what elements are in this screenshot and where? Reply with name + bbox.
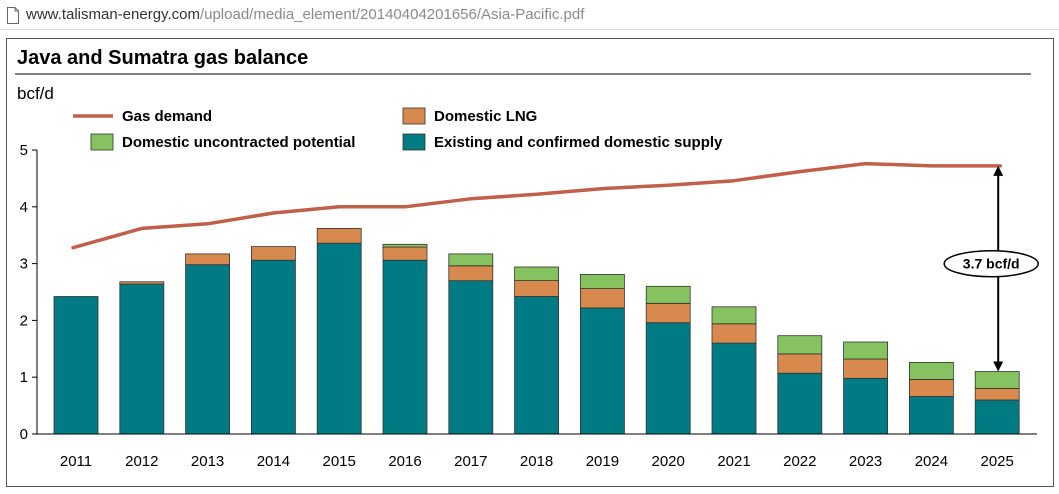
bar-lng-2022	[777, 353, 823, 374]
x-tick-label: 2023	[849, 453, 882, 470]
bar-lng-2012	[119, 281, 165, 285]
chart-frame: Java and Sumatra gas balance bcf/d Gas d…	[6, 38, 1054, 487]
y-tick-label: 3	[20, 256, 28, 273]
x-tick-label: 2016	[388, 453, 421, 470]
bar-existing-2015	[316, 242, 362, 435]
bar-uncontracted-2017	[448, 253, 494, 267]
bar-uncontracted-2022	[777, 335, 823, 355]
legend-label: Existing and confirmed domestic supply	[434, 134, 723, 151]
legend-swatch	[402, 133, 426, 151]
axes-layer: 0 1 2 3 4 5 2011 2012 2013 2014 2015 2016 2017 2018 20…	[20, 142, 1037, 470]
annotation-layer: 3.7 bcf/d	[943, 165, 1039, 372]
bar-existing-2014	[250, 259, 296, 435]
series-line-gas-demand	[71, 161, 1002, 250]
url-host: www.talisman-energy.com	[26, 6, 200, 23]
x-tick-label: 2020	[652, 453, 685, 470]
y-tick-label: 2	[20, 312, 28, 329]
legend-label: Domestic LNG	[434, 108, 537, 125]
url-path: /upload/media_element/20140404201656/Asi…	[199, 6, 585, 23]
annotation-arrowhead-top	[993, 165, 1004, 176]
bar-lng-2019	[580, 288, 625, 309]
annotation-arrowhead-bottom	[993, 361, 1004, 372]
x-tick-label: 2021	[717, 453, 750, 470]
document-icon	[6, 7, 20, 29]
bar-existing-2011	[53, 296, 99, 435]
y-tick-label: 4	[20, 199, 28, 216]
bar-lng-2023	[843, 358, 888, 379]
address-bar[interactable]: www.talisman-energy.com/upload/media_ele…	[0, 0, 1059, 30]
bar-uncontracted-2024	[909, 361, 954, 380]
x-tick-label: 2015	[323, 453, 356, 470]
x-tick-label: 2017	[454, 453, 487, 470]
bar-uncontracted-2025	[974, 371, 1020, 389]
bar-existing-2017	[448, 280, 494, 435]
y-tick-label: 1	[20, 369, 28, 386]
bar-existing-2025	[974, 399, 1020, 435]
bar-lng-2018	[514, 280, 560, 297]
bar-existing-2018	[514, 296, 560, 435]
x-tick-label: 2019	[586, 453, 619, 470]
bar-existing-2021	[711, 342, 757, 435]
x-tick-label: 2014	[257, 453, 290, 470]
bar-existing-2012	[119, 283, 165, 435]
x-tick-label: 2013	[191, 453, 224, 470]
bar-uncontracted-2018	[514, 266, 560, 282]
legend-label: Domestic uncontracted potential	[122, 134, 355, 151]
demand-line-layer	[71, 161, 1002, 250]
bar-lng-2015	[316, 227, 362, 244]
x-tick-label: 2018	[520, 453, 553, 470]
bar-uncontracted-2016	[382, 243, 428, 248]
chart-title: Java and Sumatra gas balance	[17, 47, 308, 69]
x-tick-label: 2025	[981, 453, 1014, 470]
legend-swatch	[402, 107, 426, 125]
y-tick-label: 0	[20, 426, 28, 443]
y-axis-label: bcf/d	[17, 84, 54, 103]
bar-lng-2024	[909, 379, 954, 397]
bar-uncontracted-2019	[580, 273, 625, 289]
bar-uncontracted-2021	[711, 306, 757, 325]
bar-lng-2025	[974, 388, 1020, 401]
legend-label: Gas demand	[122, 108, 212, 125]
annotation-label: 3.7 bcf/d	[963, 256, 1020, 272]
url-text[interactable]: www.talisman-energy.com/upload/media_ele…	[26, 6, 584, 23]
bar-existing-2013	[185, 264, 231, 435]
x-tick-label: 2012	[125, 453, 158, 470]
bar-lng-2017	[448, 265, 494, 282]
bar-lng-2016	[382, 246, 428, 261]
legend-swatch	[90, 133, 114, 151]
x-tick-label: 2022	[783, 453, 816, 470]
bar-lng-2021	[711, 323, 757, 344]
bars-layer	[53, 227, 1020, 435]
bar-existing-2023	[843, 377, 888, 435]
bar-lng-2014	[250, 246, 296, 261]
gas-balance-chart: Java and Sumatra gas balance bcf/d Gas d…	[15, 47, 1039, 470]
y-tick-label: 5	[20, 142, 28, 159]
bar-existing-2024	[909, 396, 954, 435]
bar-lng-2013	[185, 253, 231, 266]
legend: Gas demand Domestic LNG Domestic uncontrac…	[73, 107, 723, 151]
bar-existing-2020	[645, 322, 691, 435]
annotation-bubble	[943, 249, 1039, 278]
bar-existing-2019	[580, 307, 625, 435]
bar-uncontracted-2023	[843, 341, 888, 360]
x-tick-label: 2011	[60, 453, 92, 470]
x-tick-label: 2024	[915, 453, 948, 470]
bar-lng-2020	[645, 302, 691, 324]
bar-uncontracted-2020	[645, 285, 691, 304]
bar-existing-2016	[382, 259, 428, 435]
bar-existing-2022	[777, 372, 823, 435]
